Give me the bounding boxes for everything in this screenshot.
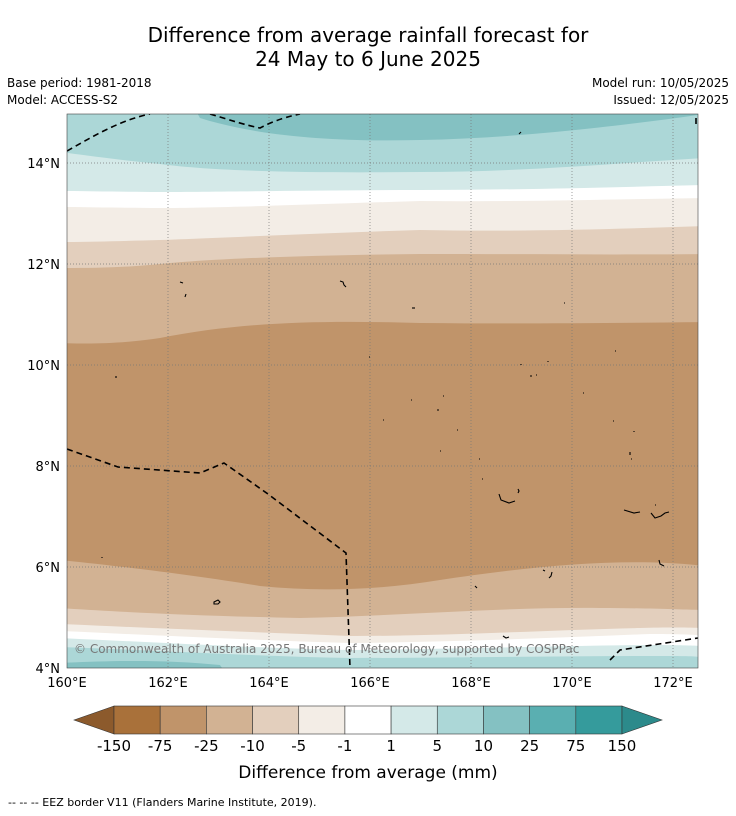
colorbar-segment — [206, 705, 253, 735]
lat-label-12n: 12°N — [27, 258, 60, 273]
colorbar-segments — [113, 705, 623, 735]
band-north-7 — [197, 114, 698, 141]
lat-label-6n: 6°N — [36, 561, 61, 576]
colorbar-tick-label: -150 — [97, 737, 131, 755]
colorbar-segment — [390, 705, 438, 735]
colorbar-tick-label: -10 — [240, 737, 265, 755]
lat-label-14n: 14°N — [27, 157, 60, 172]
colorbar-tick-label: 25 — [520, 737, 539, 755]
band-south-6 — [67, 647, 698, 668]
map-frame — [66, 113, 699, 669]
rainfall-anomaly-field — [67, 114, 698, 668]
map-title-line1: Difference from average rainfall forecas… — [147, 23, 589, 47]
lon-label-164e: 164°E — [249, 676, 289, 691]
copyright-text: © Commonwealth of Australia 2025, Bureau… — [74, 642, 579, 656]
base-period-text: Base period: 1981-2018 — [7, 76, 152, 90]
eez-borders — [67, 114, 698, 668]
colorbar-over-triangle — [621, 705, 663, 735]
lat-label-4n: 4°N — [36, 662, 61, 677]
lon-label-168e: 168°E — [451, 676, 491, 691]
lat-label-8n: 8°N — [36, 460, 61, 475]
latitude-axis: 14°N 12°N 10°N 8°N 6°N 4°N — [27, 157, 60, 677]
model-text: Model: ACCESS-S2 — [7, 93, 119, 107]
colorbar-tick-label: 150 — [608, 737, 637, 755]
colorbar-segment — [298, 705, 346, 735]
longitude-axis: 160°E 162°E 164°E 166°E 168°E 170°E 172°… — [47, 676, 693, 691]
islands — [101, 131, 670, 639]
colorbar: -150 -75 -25 -10 -5 -1 1 5 10 25 75 150 Difference … — [73, 705, 663, 783]
colorbar-segment — [529, 705, 577, 735]
model-run-text: Model run: 10/05/2025 — [591, 76, 729, 90]
colorbar-segment — [344, 705, 392, 735]
colorbar-label: Difference from average (mm) — [238, 763, 497, 783]
colorbar-segment — [436, 705, 484, 735]
colorbar-ticks: -150 -75 -25 -10 -5 -1 1 5 10 25 75 150 — [97, 737, 636, 755]
colorbar-tick-label: 5 — [432, 737, 442, 755]
colorbar-tick-label: 75 — [566, 737, 585, 755]
lon-label-166e: 166°E — [350, 676, 390, 691]
lon-label-162e: 162°E — [148, 676, 188, 691]
lon-label-172e: 172°E — [653, 676, 693, 691]
eez-footnote: -- -- -- EEZ border V11 (Flanders Marine… — [8, 796, 317, 809]
colorbar-segment — [252, 705, 300, 735]
colorbar-segment — [113, 705, 161, 735]
colorbar-segment — [575, 705, 623, 735]
colorbar-tick-label: 1 — [386, 737, 396, 755]
colorbar-tick-label: -1 — [337, 737, 352, 755]
colorbar-segment — [159, 705, 207, 735]
lat-label-10n: 10°N — [27, 359, 60, 374]
map-title-line2: 24 May to 6 June 2025 — [255, 47, 481, 71]
colorbar-tick-label: -5 — [291, 737, 306, 755]
gridlines — [67, 114, 698, 668]
lon-label-170e: 170°E — [552, 676, 592, 691]
colorbar-under-triangle — [73, 705, 115, 735]
colorbar-tick-label: 10 — [474, 737, 493, 755]
issued-text: Issued: 12/05/2025 — [613, 93, 729, 107]
band-south-7 — [67, 660, 222, 668]
colorbar-tick-label: -25 — [194, 737, 219, 755]
lon-label-160e: 160°E — [47, 676, 87, 691]
colorbar-tick-label: -75 — [148, 737, 173, 755]
colorbar-segment — [483, 705, 530, 735]
